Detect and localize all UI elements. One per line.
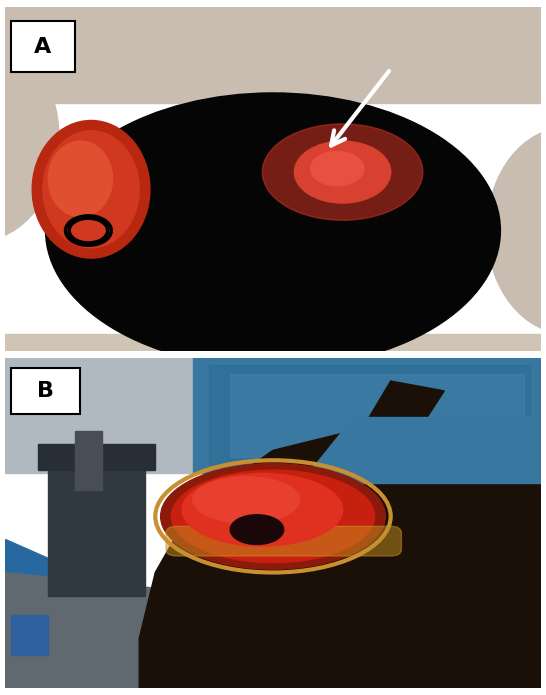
Bar	[75, 430, 102, 490]
Bar	[230, 375, 525, 457]
Ellipse shape	[32, 120, 150, 258]
Ellipse shape	[182, 473, 342, 546]
Ellipse shape	[0, 35, 59, 241]
Ellipse shape	[294, 141, 391, 203]
Polygon shape	[300, 417, 541, 484]
Polygon shape	[5, 573, 541, 688]
Bar	[38, 443, 155, 470]
Text: B: B	[37, 381, 54, 401]
Bar	[209, 364, 530, 464]
Bar	[11, 616, 48, 655]
FancyBboxPatch shape	[166, 526, 401, 556]
Ellipse shape	[45, 93, 500, 368]
Ellipse shape	[43, 131, 139, 248]
Ellipse shape	[193, 477, 300, 523]
Text: A: A	[34, 37, 51, 56]
Ellipse shape	[171, 471, 375, 563]
FancyBboxPatch shape	[11, 21, 75, 72]
Ellipse shape	[230, 515, 284, 544]
Polygon shape	[316, 381, 444, 507]
Polygon shape	[139, 424, 541, 688]
Bar	[5, 334, 541, 351]
FancyBboxPatch shape	[11, 368, 80, 414]
Polygon shape	[5, 539, 155, 688]
Polygon shape	[193, 358, 541, 473]
Ellipse shape	[311, 152, 364, 186]
Ellipse shape	[48, 141, 112, 217]
Bar	[5, 358, 541, 473]
Bar	[5, 7, 541, 104]
Ellipse shape	[161, 464, 385, 569]
Ellipse shape	[262, 124, 423, 220]
Bar	[48, 457, 145, 596]
Ellipse shape	[487, 127, 546, 334]
